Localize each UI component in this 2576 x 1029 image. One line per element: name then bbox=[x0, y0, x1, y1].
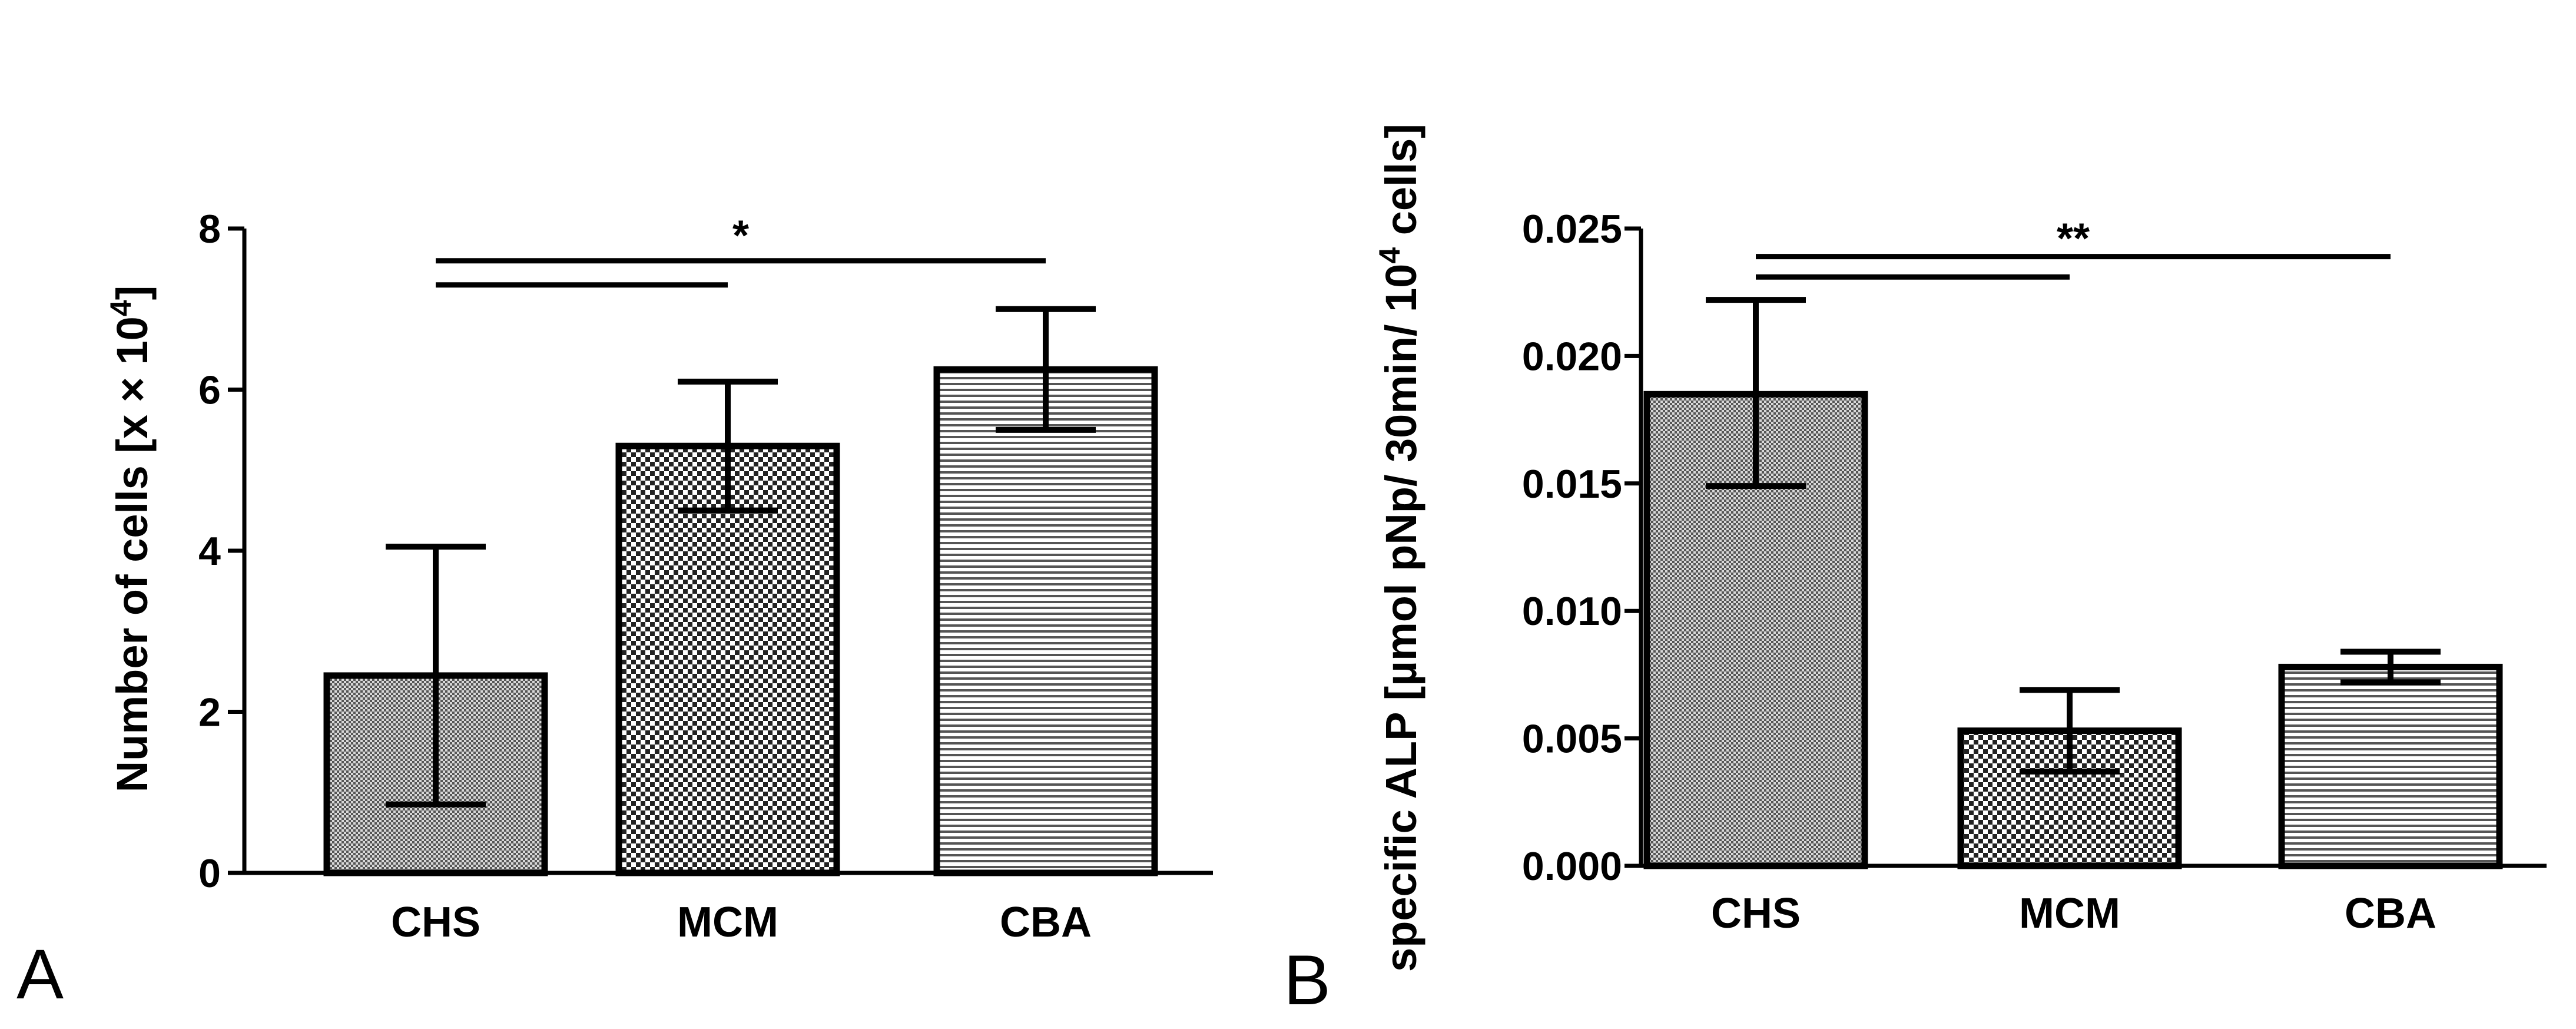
category-label-mcm: MCM bbox=[2019, 890, 2120, 937]
significance-label: * bbox=[732, 213, 749, 260]
category-label-chs: CHS bbox=[1711, 890, 1801, 937]
y-axis-title: Number of cells [x × 104] bbox=[104, 286, 157, 793]
y-axis-title: specific ALP [µmol pNp/ 30min/ 104 cells… bbox=[1373, 124, 1425, 972]
y-tick-label: 6 bbox=[198, 368, 221, 413]
y-tick-label: 0.020 bbox=[1522, 334, 1622, 379]
category-label-chs: CHS bbox=[391, 899, 480, 946]
y-tick-label: 0.015 bbox=[1522, 462, 1622, 507]
bar-chs bbox=[1643, 391, 1868, 869]
panel-a-chart: 0 2 4 6 8 CHS MCM CBA * Number of cells [x × 104]… bbox=[16, 207, 1213, 1014]
y-tick-label: 0.010 bbox=[1522, 589, 1622, 634]
bar-cba bbox=[933, 366, 1158, 876]
category-label-mcm: MCM bbox=[677, 899, 778, 946]
y-tick-label: 0.000 bbox=[1522, 844, 1622, 889]
category-label-cba: CBA bbox=[1000, 899, 1092, 946]
category-label-cba: CBA bbox=[2345, 890, 2436, 937]
bar-cba bbox=[2278, 663, 2503, 869]
y-tick-label: 8 bbox=[198, 207, 221, 252]
y-tick-label: 0.005 bbox=[1522, 717, 1622, 762]
y-tick-label: 0.025 bbox=[1522, 207, 1622, 252]
y-tick-label: 4 bbox=[198, 529, 221, 574]
y-tick-label: 0 bbox=[198, 851, 221, 896]
panel-b-chart: 0.000 0.005 0.010 0.015 0.020 0.025 CHS MCM CBA *… bbox=[1284, 124, 2547, 1020]
panel-label: A bbox=[16, 935, 64, 1014]
significance-label: ** bbox=[2057, 216, 2090, 263]
panel-label: B bbox=[1284, 941, 1331, 1020]
y-tick-label: 2 bbox=[198, 690, 221, 735]
